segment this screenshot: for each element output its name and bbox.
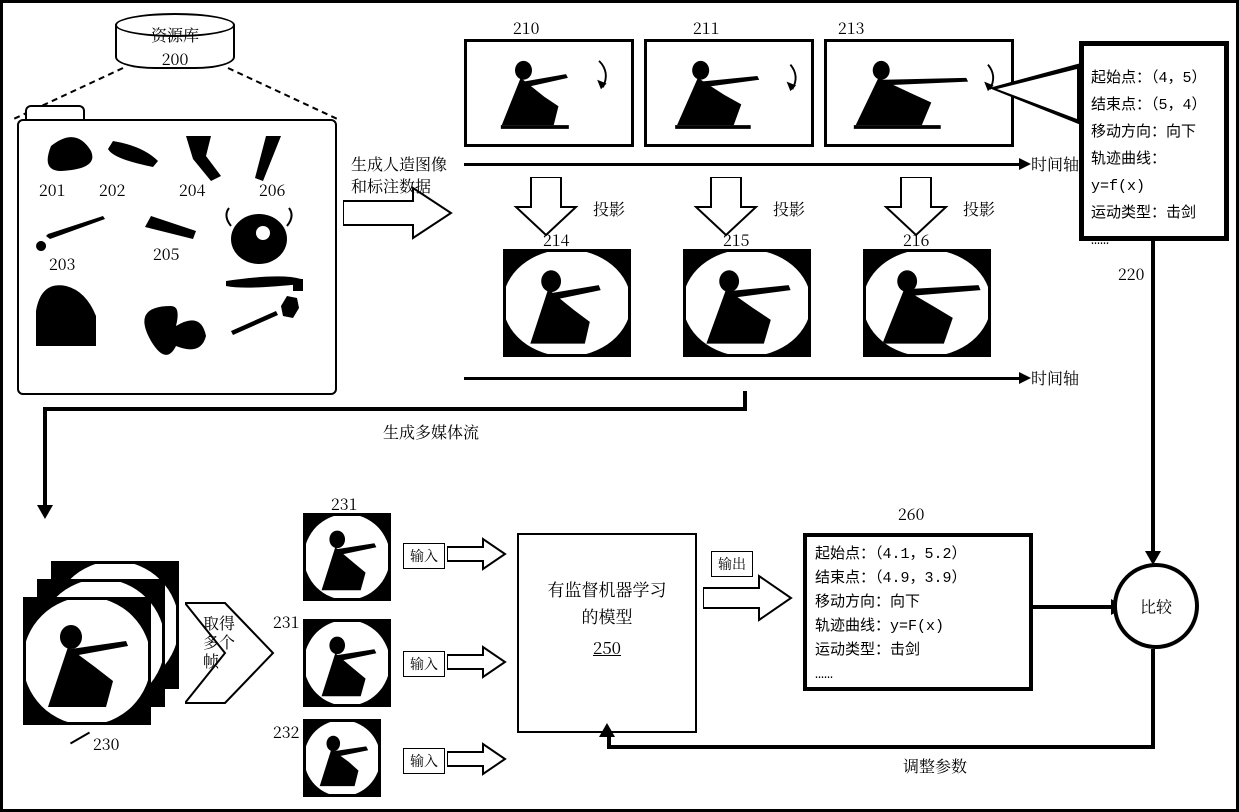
annot-260-text: 起始点：（4.1，5.2） 结束点：（4.9，3.9） 移动方向：向下 轨迹曲线… <box>803 533 1033 697</box>
small-frame-231a <box>303 513 391 601</box>
arrow-in-2 <box>447 645 507 679</box>
stream-label: 生成多媒体流 <box>383 421 479 443</box>
stack-230-id: 230 <box>93 733 119 755</box>
vignette-216-id: 216 <box>903 229 929 251</box>
gen-images-label: 生成人造图像和标注数据 <box>351 153 447 198</box>
frame-211 <box>644 39 814 147</box>
model-box: 有监督机器学习 的模型 250 <box>517 533 697 733</box>
adjust-label: 调整参数 <box>903 755 967 777</box>
callout-wedge <box>989 63 1089 163</box>
arrow-output <box>703 573 793 623</box>
asset-201-id: 201 <box>39 179 65 201</box>
input-tag-1: 输入 <box>403 543 445 569</box>
vignette-215-id: 215 <box>723 229 749 251</box>
asset-202-id: 202 <box>99 179 125 201</box>
arrow-in-1 <box>447 537 507 571</box>
frame-213-id: 213 <box>838 17 864 39</box>
frame-211-id: 211 <box>693 17 719 39</box>
asset-206-id: 206 <box>259 179 285 201</box>
frame-210 <box>464 39 634 147</box>
resource-db-title: 资源库 200 <box>115 23 235 71</box>
input-tag-2: 输入 <box>403 651 445 677</box>
get-frames-label: 取得多个帧 <box>203 613 235 673</box>
stack-frame-front <box>23 597 151 725</box>
annot-260-id: 260 <box>898 503 924 525</box>
output-tag: 输出 <box>711 551 753 577</box>
input-tag-3: 输入 <box>403 748 445 774</box>
small-231b-id: 231 <box>273 611 299 633</box>
asset-205-id: 205 <box>153 243 179 265</box>
arrow-in-3 <box>447 742 507 776</box>
annot-220-id: 220 <box>1118 263 1144 285</box>
vignette-214 <box>503 249 631 357</box>
annot-220-text: 起始点：（4，5） 结束点：（5，4） 移动方向：向下 轨迹曲线：y=f(x) … <box>1079 55 1229 264</box>
proj-label-1: 投影 <box>593 198 625 220</box>
asset-204-id: 204 <box>179 179 205 201</box>
vignette-215 <box>683 249 811 357</box>
frame-213 <box>824 39 1014 147</box>
frame-210-id: 210 <box>513 17 539 39</box>
diagram-root: 资源库 200 201 202 20 <box>0 0 1239 812</box>
vignette-216 <box>863 249 991 357</box>
proj-label-2: 投影 <box>773 198 805 220</box>
small-frame-232 <box>303 719 381 797</box>
small-frame-231b <box>303 619 391 707</box>
vignette-214-id: 214 <box>543 229 569 251</box>
small-232-id: 232 <box>273 721 299 743</box>
proj-label-3: 投影 <box>963 198 995 220</box>
time-axis-bottom-label: 时间轴 <box>1031 367 1079 389</box>
asset-203-id: 203 <box>49 253 75 275</box>
small-231a-id: 231 <box>331 493 357 515</box>
compare-node: 比较 <box>1113 563 1199 649</box>
